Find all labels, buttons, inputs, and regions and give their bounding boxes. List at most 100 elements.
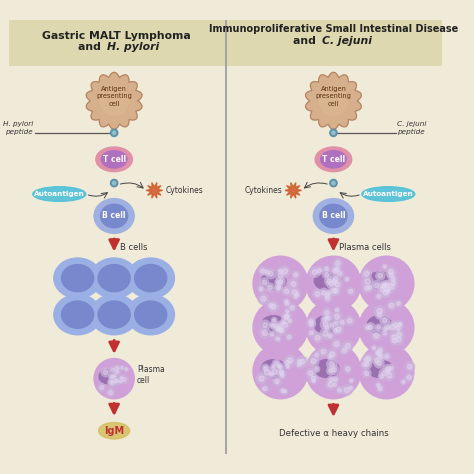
Circle shape [296,293,299,296]
Circle shape [271,333,274,336]
Circle shape [362,283,372,293]
Circle shape [310,331,313,335]
Circle shape [344,365,352,373]
Circle shape [389,303,394,308]
Circle shape [342,348,346,353]
Circle shape [378,374,385,380]
Circle shape [110,381,114,385]
Circle shape [312,270,318,275]
Circle shape [112,131,116,135]
Circle shape [326,290,333,296]
Circle shape [279,370,284,375]
Text: Plasma cells: Plasma cells [339,243,391,252]
Circle shape [376,353,385,361]
Circle shape [389,366,393,370]
Circle shape [277,267,284,274]
Circle shape [382,264,388,270]
Circle shape [289,279,299,289]
Circle shape [311,359,316,364]
Circle shape [125,368,128,370]
Circle shape [297,356,308,367]
Circle shape [329,352,335,357]
Circle shape [336,309,338,311]
Circle shape [325,326,328,329]
Circle shape [387,271,395,279]
Ellipse shape [367,360,392,377]
Circle shape [377,352,382,356]
Circle shape [392,321,400,329]
Circle shape [365,286,369,291]
Circle shape [380,287,385,292]
Circle shape [300,359,305,365]
Circle shape [280,371,283,375]
Circle shape [283,298,290,304]
Circle shape [328,321,336,329]
Circle shape [383,327,387,330]
Circle shape [276,367,286,377]
Circle shape [383,352,391,360]
Circle shape [253,300,308,355]
Circle shape [325,267,328,271]
Circle shape [365,279,370,284]
Circle shape [377,308,383,314]
Circle shape [339,319,346,326]
Circle shape [390,324,395,330]
Circle shape [336,269,344,278]
Circle shape [332,131,335,135]
Circle shape [350,379,353,382]
Circle shape [344,387,349,392]
Circle shape [327,349,337,360]
Circle shape [285,333,293,341]
Circle shape [113,379,117,383]
Circle shape [327,316,331,320]
Circle shape [378,387,382,391]
Circle shape [392,335,396,339]
Circle shape [273,324,277,328]
Circle shape [335,261,340,266]
Circle shape [284,289,289,293]
Circle shape [287,318,293,324]
Circle shape [274,361,278,365]
Circle shape [113,365,121,372]
Circle shape [283,390,287,393]
Circle shape [373,346,375,349]
Circle shape [387,321,398,332]
Circle shape [333,269,337,273]
Circle shape [276,325,285,334]
Circle shape [269,331,275,337]
Circle shape [257,286,264,292]
Circle shape [269,303,273,308]
Ellipse shape [98,264,130,292]
Circle shape [329,362,335,367]
Circle shape [334,288,338,293]
Circle shape [112,373,118,379]
Circle shape [325,316,328,319]
Circle shape [281,320,290,329]
Circle shape [344,276,350,283]
Circle shape [378,348,382,353]
Circle shape [318,268,321,273]
Ellipse shape [362,187,415,201]
Circle shape [278,280,283,284]
Circle shape [124,366,129,372]
Circle shape [373,356,381,365]
Circle shape [312,380,315,383]
Text: and: and [78,42,105,52]
Text: Autoantigen: Autoantigen [34,191,85,197]
Circle shape [292,290,298,295]
Circle shape [311,378,317,384]
Circle shape [316,266,324,274]
Circle shape [383,280,392,290]
Ellipse shape [91,294,138,335]
Circle shape [394,329,404,339]
Circle shape [283,300,291,307]
Circle shape [363,363,366,366]
Text: Plasma
cell: Plasma cell [137,365,165,385]
Ellipse shape [320,151,346,168]
Circle shape [390,336,399,345]
Ellipse shape [62,301,94,328]
Ellipse shape [314,316,339,334]
Circle shape [119,375,128,384]
Text: Autoantigen: Autoantigen [363,191,414,197]
Ellipse shape [94,199,134,233]
